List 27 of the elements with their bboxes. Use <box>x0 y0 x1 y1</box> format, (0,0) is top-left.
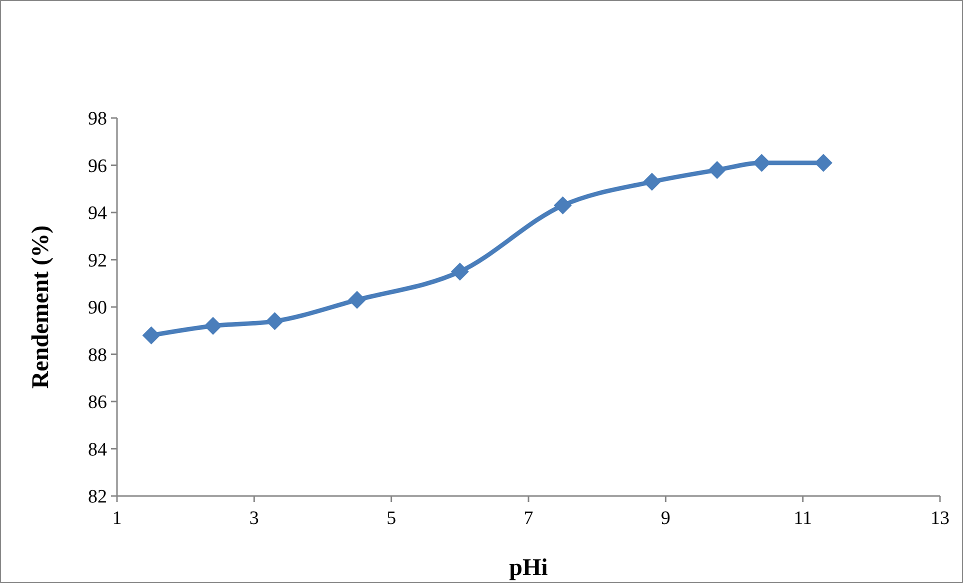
point <box>708 160 726 179</box>
y-tick-label: 88 <box>88 344 107 366</box>
y-tick-label: 82 <box>88 486 107 508</box>
point <box>204 316 222 335</box>
point <box>348 290 366 309</box>
y-tick-label: 94 <box>88 203 108 224</box>
point <box>554 196 572 214</box>
x-tick-label: 13 <box>930 508 950 529</box>
point <box>450 262 469 281</box>
y-axis-title: Rendement (%) <box>28 225 54 389</box>
y-tick-label: 90 <box>88 298 107 319</box>
x-tick-label: 1 <box>112 508 122 529</box>
y-tick-label: 98 <box>88 108 107 130</box>
x-axis-title: pHi <box>509 555 548 581</box>
point <box>642 172 661 191</box>
x-tick-label: 7 <box>524 508 534 529</box>
y-tick-label: 96 <box>88 156 107 177</box>
point <box>142 326 160 344</box>
x-tick-label: 11 <box>794 508 812 529</box>
x-tick-label: 9 <box>660 508 670 529</box>
y-tick-label: 92 <box>88 250 107 272</box>
y-tick-label: 86 <box>88 392 107 414</box>
point <box>266 312 284 330</box>
y-tick-label: 84 <box>88 439 108 460</box>
point <box>752 154 771 172</box>
x-tick-label: 3 <box>249 508 259 529</box>
x-tick-label: 5 <box>386 508 396 529</box>
